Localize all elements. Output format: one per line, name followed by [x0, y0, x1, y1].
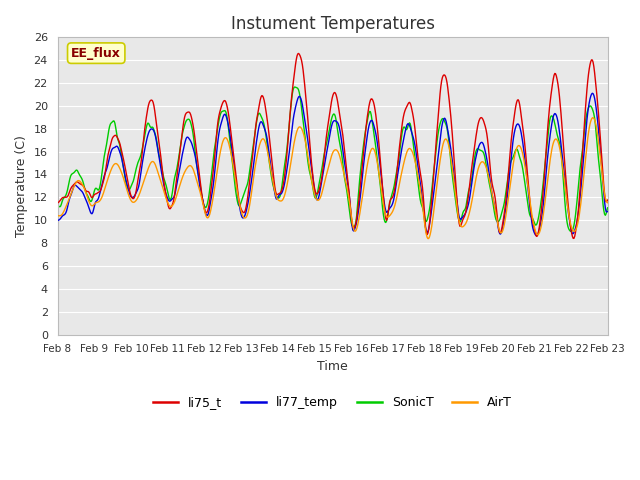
SonicT [54, 203, 61, 208]
SonicT [176, 146, 184, 152]
li75_t [176, 149, 184, 155]
li77_temp [63, 204, 71, 210]
AirT [604, 200, 611, 205]
Y-axis label: Temperature (C): Temperature (C) [15, 135, 28, 237]
AirT [54, 213, 61, 218]
SonicT [205, 192, 213, 198]
SonicT [604, 205, 611, 211]
li75_t [400, 111, 408, 117]
Text: EE_flux: EE_flux [71, 47, 121, 60]
SonicT [63, 187, 71, 193]
li75_t [205, 202, 213, 208]
li77_temp [604, 209, 611, 215]
li77_temp [120, 168, 128, 174]
AirT [176, 182, 184, 188]
li77_temp [532, 233, 540, 239]
li77_temp [589, 90, 596, 96]
li75_t [63, 193, 71, 199]
AirT [399, 162, 407, 168]
li75_t [54, 200, 61, 206]
SonicT [417, 196, 424, 202]
Line: li75_t: li75_t [58, 53, 607, 239]
li77_temp [415, 174, 423, 180]
li75_t [417, 169, 424, 175]
SonicT [567, 228, 575, 234]
AirT [205, 214, 213, 219]
li77_temp [176, 165, 184, 170]
li75_t [604, 197, 611, 203]
AirT [120, 177, 128, 183]
Legend: li75_t, li77_temp, SonicT, AirT: li75_t, li77_temp, SonicT, AirT [148, 391, 517, 414]
Line: li77_temp: li77_temp [58, 93, 607, 236]
Line: SonicT: SonicT [58, 87, 607, 231]
Line: AirT: AirT [58, 118, 607, 239]
li75_t [294, 50, 302, 56]
li77_temp [54, 217, 61, 223]
li77_temp [205, 208, 213, 214]
li75_t [120, 159, 128, 165]
AirT [589, 115, 597, 120]
AirT [63, 200, 71, 206]
AirT [415, 181, 423, 187]
X-axis label: Time: Time [317, 360, 348, 373]
AirT [424, 236, 431, 241]
SonicT [120, 168, 128, 174]
Title: Instument Temperatures: Instument Temperatures [230, 15, 435, 33]
SonicT [291, 84, 298, 90]
SonicT [400, 124, 408, 130]
li77_temp [399, 138, 407, 144]
li75_t [570, 236, 578, 241]
